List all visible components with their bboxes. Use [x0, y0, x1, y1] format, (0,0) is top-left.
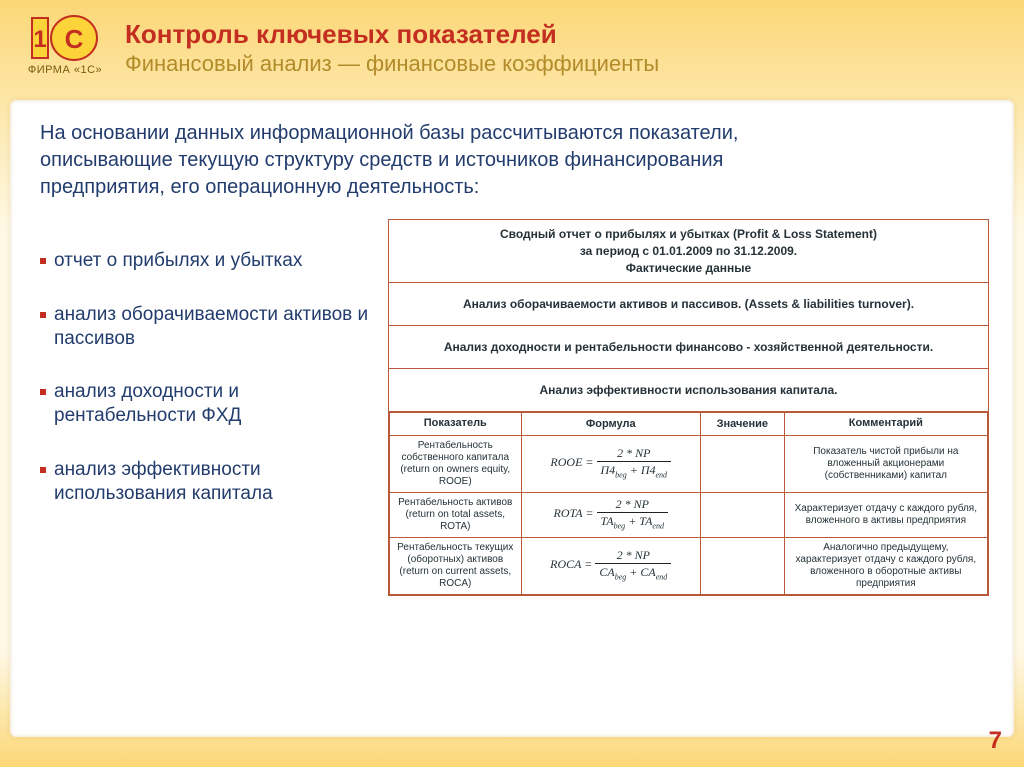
title-sub: Финансовый анализ — финансовые коэффицие…	[125, 51, 994, 77]
report-panel: Сводный отчет о прибылях и убытках (Prof…	[388, 219, 989, 596]
intro-text: На основании данных информационной базы …	[40, 120, 740, 201]
bullet-item: отчет о прибылях и убытках	[40, 249, 370, 273]
col-header: Значение	[700, 413, 784, 435]
report-section: Анализ оборачиваемости активов и пассиво…	[389, 282, 988, 325]
bullet-list: отчет о прибылях и убытках анализ оборач…	[40, 219, 370, 535]
slide-header: Контроль ключевых показателей Финансовый…	[125, 20, 994, 77]
logo-1c-icon: C 1	[30, 14, 100, 62]
col-header: Комментарий	[784, 413, 987, 435]
report-title-line: Фактические данные	[397, 260, 980, 277]
slide-frame: C 1 ФИРМА «1С» Контроль ключевых показат…	[0, 0, 1024, 767]
logo-1c: C 1 ФИРМА «1С»	[20, 14, 110, 84]
table-row: Рентабельность активов (return on total …	[390, 492, 988, 537]
report-title-line: Сводный отчет о прибылях и убытках (Prof…	[397, 226, 980, 243]
bullet-item: анализ доходности и рентабельности ФХД	[40, 380, 370, 428]
cell-comment: Показатель чистой прибыли на вложенный а…	[784, 435, 987, 492]
table-row: Рентабельность текущих (оборотных) актив…	[390, 537, 988, 594]
report-table-wrap: Показатель Формула Значение Комментарий …	[389, 411, 988, 594]
svg-text:C: C	[65, 24, 84, 54]
cell-indicator: Рентабельность собственного капитала (re…	[390, 435, 522, 492]
table-header-row: Показатель Формула Значение Комментарий	[390, 413, 988, 435]
title-main: Контроль ключевых показателей	[125, 20, 994, 49]
table-row: Рентабельность собственного капитала (re…	[390, 435, 988, 492]
report-section: Анализ эффективности использования капит…	[389, 368, 988, 411]
page-number: 7	[989, 727, 1002, 755]
report-section: Анализ доходности и рентабельности финан…	[389, 325, 988, 368]
body-row: отчет о прибылях и убытках анализ оборач…	[40, 219, 989, 596]
col-header: Формула	[521, 413, 700, 435]
bullet-item: анализ эффективности использования капит…	[40, 458, 370, 506]
cell-formula: ROOE = 2 * NPП4beg + П4end	[521, 435, 700, 492]
cell-formula: ROCA = 2 * NPCAbeg + CAend	[521, 537, 700, 594]
bullet-item: анализ оборачиваемости активов и пассиво…	[40, 303, 370, 351]
capital-efficiency-table: Показатель Формула Значение Комментарий …	[389, 412, 988, 594]
logo-caption: ФИРМА «1С»	[20, 64, 110, 76]
cell-formula: ROTA = 2 * NPTAbeg + TAend	[521, 492, 700, 537]
svg-text:1: 1	[33, 26, 46, 53]
content-card: На основании данных информационной базы …	[10, 100, 1014, 737]
cell-comment: Характеризует отдачу с каждого рубля, вл…	[784, 492, 987, 537]
cell-indicator: Рентабельность текущих (оборотных) актив…	[390, 537, 522, 594]
cell-value	[700, 492, 784, 537]
report-title-block: Сводный отчет о прибылях и убытках (Prof…	[389, 220, 988, 282]
cell-value	[700, 537, 784, 594]
cell-comment: Аналогично предыдущему, характеризует от…	[784, 537, 987, 594]
report-title-line: за период с 01.01.2009 по 31.12.2009.	[397, 243, 980, 260]
cell-value	[700, 435, 784, 492]
cell-indicator: Рентабельность активов (return on total …	[390, 492, 522, 537]
col-header: Показатель	[390, 413, 522, 435]
